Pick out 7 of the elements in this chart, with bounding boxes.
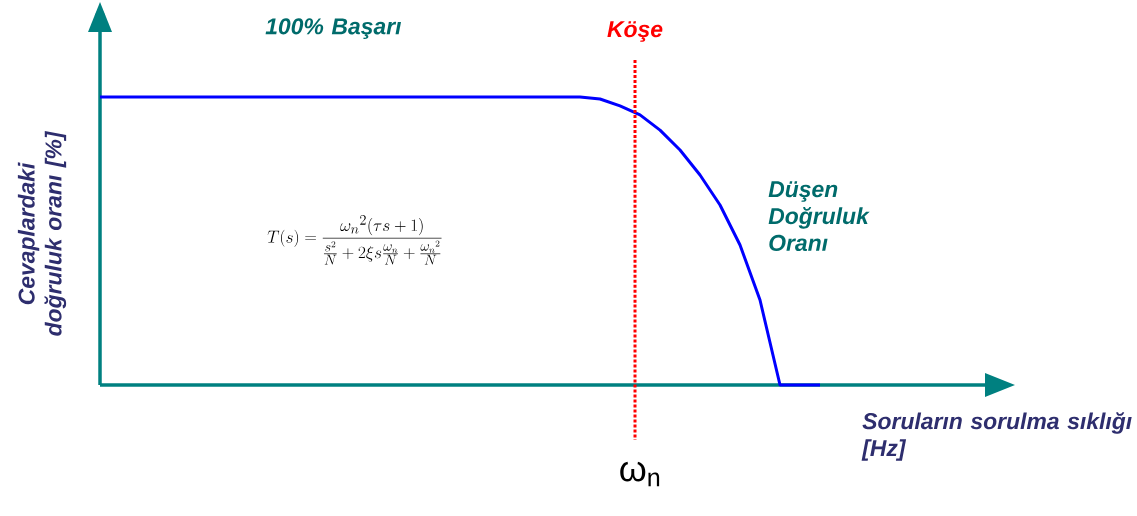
annotation: $T(s) = \frac{{\omega_n}^2(\tau s+1)}{\frac{s^2}{N}+2\xi s\frac{\omega_n}{N}+\frac{{\omega_n}^2}{N}}$ bbox=[267, 215, 442, 265]
annotation: Düşen Doğruluk Oranı bbox=[768, 181, 870, 252]
text: Köşe bbox=[607, 21, 663, 42]
x-axis-title: Soruların sorulma sıklığı [Hz] bbox=[861, 412, 1132, 461]
text: 100% Başarı bbox=[265, 18, 401, 39]
text: ω$_{n}$ bbox=[620, 461, 660, 487]
y-axis-title: Cevaplardaki doğruluk oranı [%] bbox=[17, 130, 67, 336]
